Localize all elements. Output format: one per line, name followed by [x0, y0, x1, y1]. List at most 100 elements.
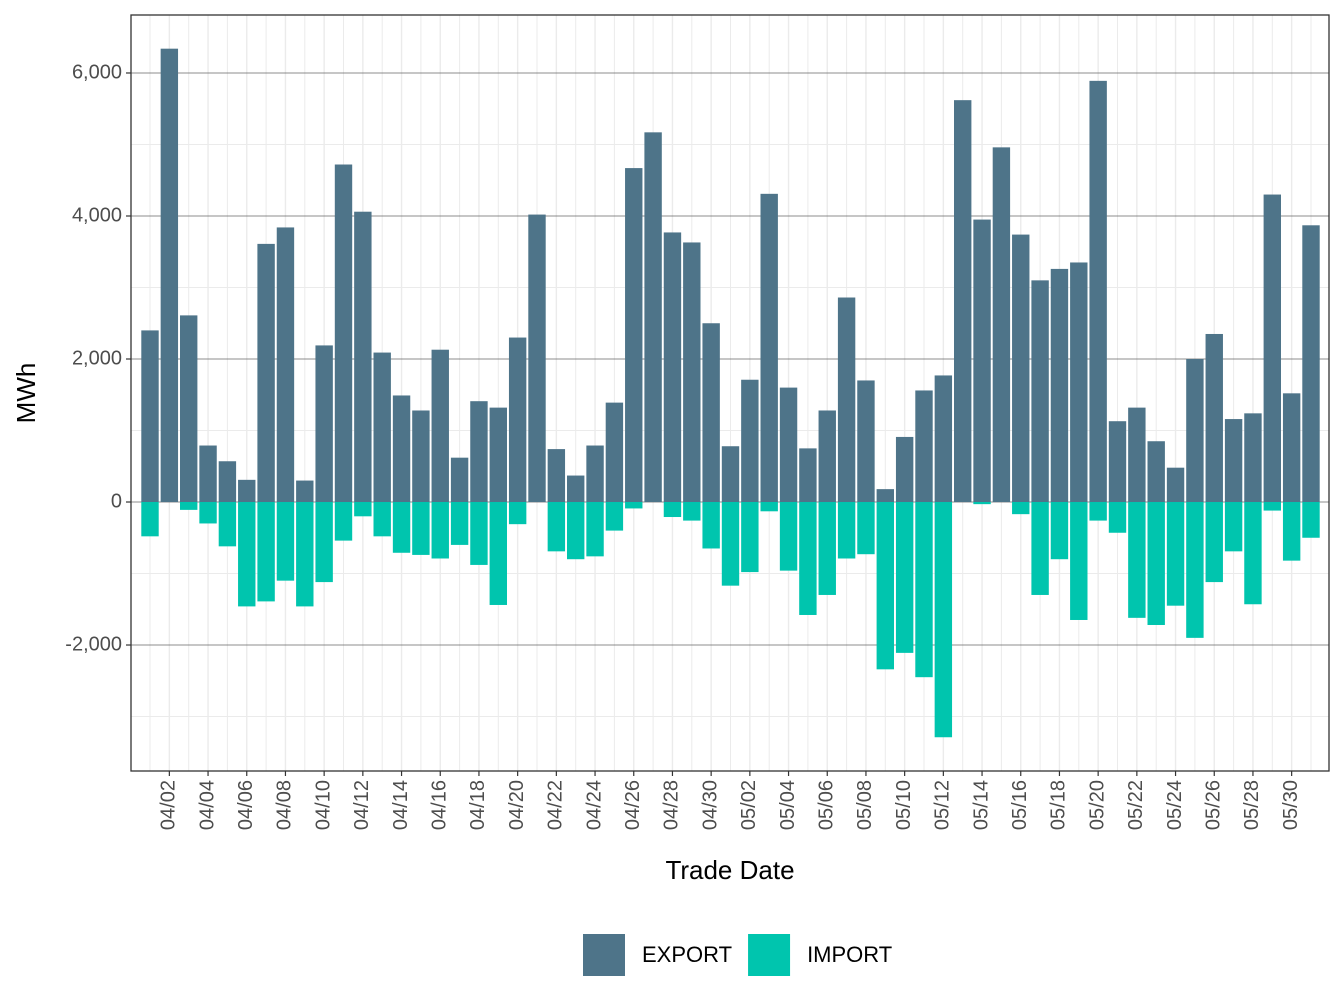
bar	[1244, 502, 1262, 605]
bar	[1128, 502, 1146, 618]
bar	[702, 502, 720, 549]
x-tick-label: 04/24	[583, 780, 605, 830]
bar	[373, 502, 391, 537]
bar	[644, 132, 662, 503]
bar	[160, 48, 179, 503]
bar	[373, 352, 391, 503]
y-tick-label: 2,000	[72, 347, 122, 369]
bar	[779, 502, 798, 571]
bar	[818, 502, 836, 595]
bar	[276, 227, 295, 503]
x-tick-label: 05/22	[1125, 780, 1147, 830]
bar	[1263, 502, 1281, 511]
x-tick-label: 04/28	[661, 780, 683, 830]
bar	[450, 457, 469, 503]
x-tick-label: 05/10	[893, 780, 915, 830]
bar	[1070, 262, 1088, 503]
bar	[1205, 502, 1223, 583]
bar	[1128, 407, 1146, 503]
x-tick-label: 05/02	[738, 780, 760, 830]
bar	[296, 502, 314, 607]
bar	[837, 502, 856, 559]
x-tick-label: 04/04	[196, 780, 218, 830]
bar	[683, 242, 701, 503]
bar	[470, 401, 488, 503]
bar	[528, 214, 546, 503]
bar	[1186, 359, 1204, 503]
bar	[1224, 419, 1243, 503]
bar	[1147, 502, 1165, 625]
bar	[141, 502, 159, 537]
bar	[876, 489, 894, 503]
bar	[605, 502, 624, 531]
bar	[954, 100, 972, 503]
plot-border	[130, 14, 1330, 772]
x-tick-label: 04/08	[274, 780, 296, 830]
legend-label: EXPORT	[642, 942, 732, 967]
y-tick-label: 4,000	[72, 204, 122, 226]
x-tick-label: 05/24	[1164, 780, 1186, 830]
bar	[257, 502, 275, 602]
bar	[489, 407, 507, 503]
bar	[508, 337, 527, 503]
bar	[895, 436, 914, 503]
y-tick-label: -2,000	[65, 633, 122, 655]
legend: EXPORT IMPORT	[583, 934, 892, 976]
bar	[1089, 80, 1107, 503]
bar	[625, 502, 643, 509]
bar	[741, 379, 759, 503]
bar	[605, 402, 624, 503]
x-tick-label: 04/06	[235, 780, 257, 830]
x-tick-label: 04/14	[390, 780, 412, 830]
bar	[547, 502, 566, 552]
bar	[799, 502, 817, 615]
x-tick-label: 05/16	[1009, 780, 1031, 830]
bar	[199, 502, 217, 524]
legend-key	[583, 934, 625, 976]
bar	[779, 387, 798, 503]
x-tick-label: 05/06	[816, 780, 838, 830]
bar	[1031, 502, 1049, 595]
bar	[876, 502, 894, 670]
bar	[1186, 502, 1204, 638]
bar	[973, 502, 991, 505]
bar	[586, 445, 604, 503]
bar	[412, 410, 430, 503]
bar	[1012, 234, 1030, 503]
bar	[141, 330, 159, 503]
bar	[412, 502, 430, 555]
x-tick-label: 04/22	[545, 780, 567, 830]
x-tick-label: 05/04	[777, 780, 799, 830]
bar	[1282, 502, 1301, 561]
bar	[1302, 225, 1320, 503]
bar	[1147, 441, 1165, 503]
bar	[334, 164, 353, 503]
bar	[257, 243, 275, 503]
bar	[1108, 421, 1127, 503]
bar	[218, 461, 237, 503]
bar	[1050, 268, 1069, 503]
bar	[431, 502, 449, 559]
bar	[1031, 280, 1049, 503]
x-tick-label: 05/30	[1280, 780, 1302, 830]
bar	[238, 502, 256, 607]
bar	[508, 502, 527, 525]
x-tick-label: 04/26	[622, 780, 644, 830]
y-axis-title: MWh	[11, 363, 41, 424]
x-tick-label: 05/14	[970, 780, 992, 830]
bar	[1108, 502, 1127, 533]
bar	[1282, 393, 1301, 503]
bar	[837, 297, 856, 503]
bar	[547, 449, 566, 503]
x-tick-label: 04/18	[467, 780, 489, 830]
legend-label: IMPORT	[807, 942, 892, 967]
bar	[238, 479, 256, 503]
x-tick-label: 05/20	[1086, 780, 1108, 830]
bar	[1070, 502, 1088, 620]
x-tick-label: 04/30	[699, 780, 721, 830]
bar	[470, 502, 488, 565]
bar	[1166, 502, 1185, 606]
bar	[296, 480, 314, 503]
x-tick-label: 04/02	[158, 780, 180, 830]
